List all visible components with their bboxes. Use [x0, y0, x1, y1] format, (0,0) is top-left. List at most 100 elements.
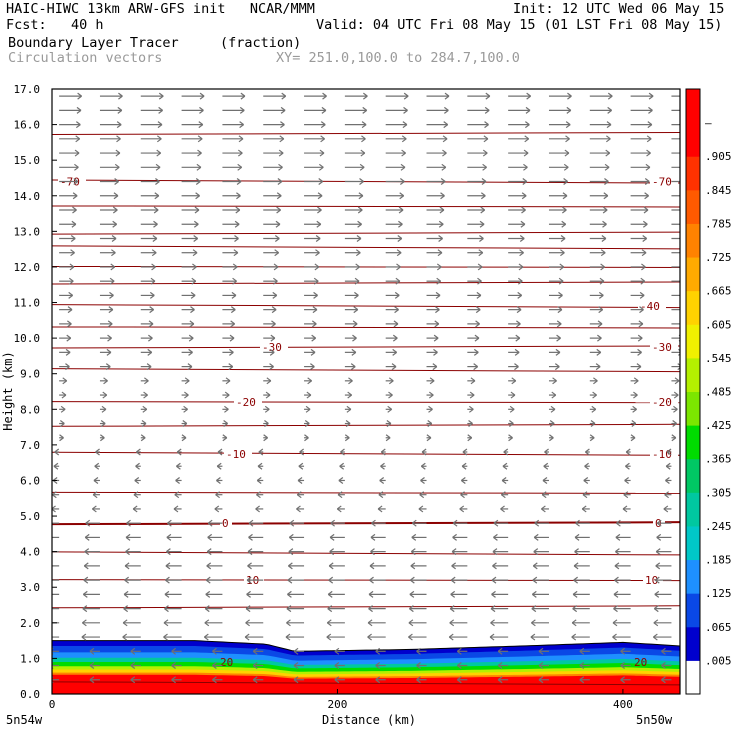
wind-vector — [450, 576, 468, 584]
wind-vector — [671, 294, 680, 297]
wind-vector — [589, 377, 598, 385]
wind-vector — [661, 676, 672, 684]
wind-vector — [459, 505, 468, 513]
wind-vector — [589, 306, 604, 314]
wind-vector — [59, 391, 67, 399]
temperature-contour-line — [52, 326, 680, 329]
wind-vector — [671, 95, 680, 97]
wind-vector — [614, 562, 631, 570]
wind-vector — [426, 391, 434, 399]
wind-vector — [664, 491, 672, 499]
wind-vector — [467, 263, 483, 271]
wind-vector — [181, 234, 199, 242]
wind-vector — [222, 163, 243, 171]
wind-vector — [304, 320, 317, 328]
wind-vector — [99, 263, 116, 271]
wind-vector — [304, 121, 326, 129]
model-title: HAIC-HIWC 13km ARW-GFS init NCAR/MMM — [6, 1, 315, 17]
wind-vector — [59, 277, 74, 285]
wind-vector — [59, 291, 74, 299]
wind-vector — [298, 462, 305, 470]
wind-vector — [548, 348, 561, 356]
contour-label-bg — [650, 340, 678, 353]
colorbar-label: .125 — [705, 587, 732, 600]
wind-vector — [130, 647, 141, 655]
wind-vector — [181, 192, 200, 200]
wind-vector — [630, 192, 649, 200]
wind-vector — [449, 605, 468, 613]
wind-vector — [140, 206, 159, 214]
wind-vector — [59, 363, 70, 371]
y-axis-label: Height (km) — [1, 351, 15, 430]
colorbar-swatch — [686, 324, 700, 359]
wind-vector — [99, 92, 123, 100]
wind-vector — [99, 178, 119, 186]
wind-vector — [59, 377, 68, 385]
wind-vector — [385, 249, 402, 257]
wind-vector — [203, 633, 223, 641]
wind-vector — [589, 363, 601, 371]
wind-vector — [140, 434, 146, 442]
wind-vector — [508, 391, 516, 399]
wind-vector — [661, 647, 672, 655]
wind-vector — [99, 277, 115, 285]
wind-vector — [461, 462, 468, 470]
wind-vector — [181, 391, 189, 399]
y-tick-label: 12.0 — [14, 261, 41, 274]
contour-label-bg — [650, 395, 678, 408]
wind-vector — [222, 263, 238, 271]
colorbar-label: .605 — [705, 318, 732, 331]
wind-vector — [327, 590, 345, 598]
wind-vector — [140, 121, 163, 129]
wind-vector — [296, 505, 305, 513]
wind-vector — [263, 405, 270, 413]
wind-vector — [299, 448, 305, 456]
wind-vector — [140, 178, 160, 186]
wind-vector — [497, 676, 509, 684]
wind-vector — [630, 363, 642, 371]
colorbar-label: .905 — [705, 150, 732, 163]
wind-vector — [344, 277, 360, 285]
wind-vector — [589, 163, 610, 171]
wind-vector — [59, 121, 81, 129]
wind-vector — [426, 377, 435, 385]
colorbar-label: .185 — [705, 554, 732, 567]
wind-vector — [497, 647, 509, 655]
wind-vector — [589, 291, 604, 299]
wind-vector — [408, 619, 427, 627]
contour-label-bg — [638, 299, 666, 312]
wind-vector — [385, 178, 405, 186]
wind-vector — [385, 377, 394, 385]
wind-vector — [99, 306, 114, 314]
wind-vector — [671, 377, 680, 385]
wind-vector — [222, 192, 241, 200]
wind-vector — [620, 647, 631, 655]
temperature-contour-line — [52, 451, 680, 456]
wind-vector — [263, 291, 278, 299]
wind-vector — [215, 491, 223, 499]
wind-vector — [491, 590, 509, 598]
wind-vector — [181, 363, 193, 371]
wind-vector — [181, 220, 199, 228]
wind-vector — [508, 220, 526, 228]
wind-vector — [426, 92, 450, 100]
wind-vector — [548, 206, 567, 214]
wind-vector — [508, 306, 522, 314]
wind-vector — [615, 533, 631, 541]
contour-label: -10 — [226, 448, 246, 461]
wind-vector — [222, 277, 237, 285]
wind-vector — [532, 562, 549, 570]
colorbar-label: .365 — [705, 453, 732, 466]
wind-vector — [59, 306, 73, 314]
contour-label: 0 — [222, 517, 229, 530]
wind-vector — [426, 106, 449, 114]
wind-vector — [82, 605, 100, 613]
contour-label: -70 — [652, 176, 672, 189]
temperature-contour-line — [52, 131, 680, 135]
wind-vector — [52, 565, 60, 567]
wind-vector — [263, 135, 285, 143]
wind-vector — [181, 121, 204, 129]
wind-vector — [263, 420, 269, 428]
field-name: Boundary Layer Tracer — [8, 35, 179, 51]
wind-vector — [548, 320, 562, 328]
